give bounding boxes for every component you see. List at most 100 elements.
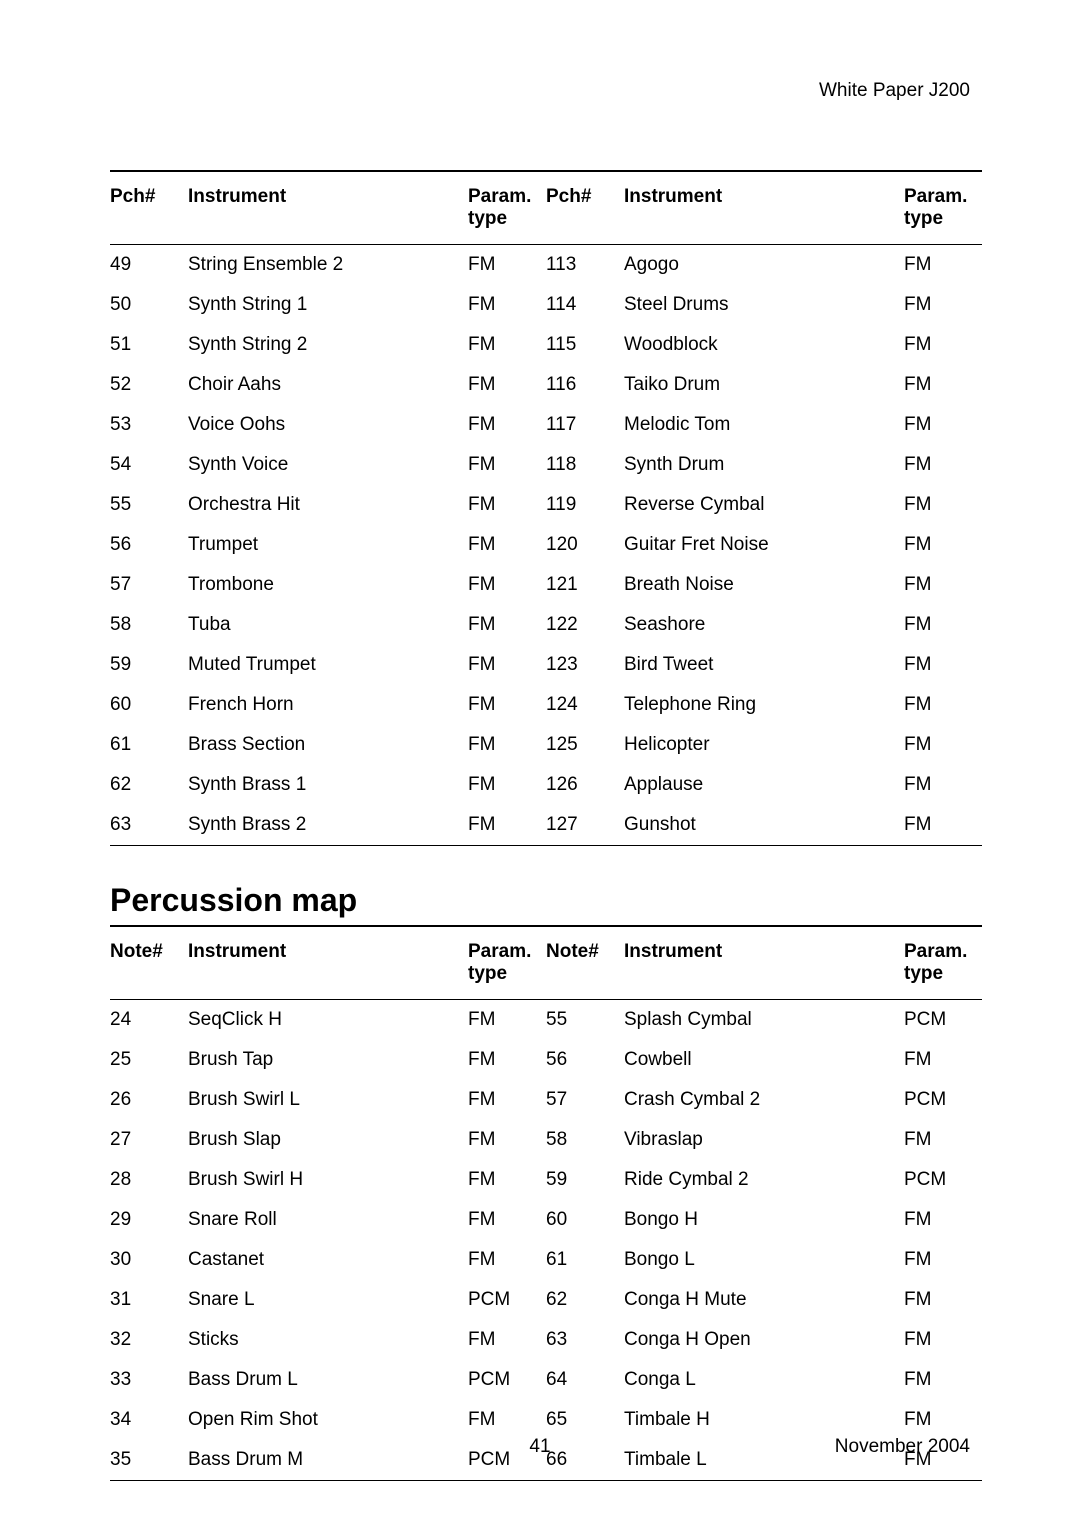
- cell-param: FM: [468, 1080, 546, 1120]
- cell-name: Choir Aahs: [188, 365, 468, 405]
- content: Pch# Instrument Param. type Pch# Instrum…: [110, 170, 970, 1481]
- cell-name: Trombone: [188, 565, 468, 605]
- table-row: 52Choir AahsFM116Taiko DrumFM: [110, 365, 982, 405]
- table-row: 30CastanetFM61Bongo LFM: [110, 1240, 982, 1280]
- cell-param: FM: [904, 1240, 982, 1280]
- cell-name: Synth Brass 2: [188, 805, 468, 846]
- cell-num: 58: [546, 1120, 624, 1160]
- cell-param: PCM: [468, 1280, 546, 1320]
- col-pch: Pch#: [110, 171, 188, 245]
- cell-num: 57: [546, 1080, 624, 1120]
- cell-name: Vibraslap: [624, 1120, 904, 1160]
- cell-param: FM: [468, 525, 546, 565]
- cell-name: Castanet: [188, 1240, 468, 1280]
- cell-name: Helicopter: [624, 725, 904, 765]
- cell-param: FM: [904, 1360, 982, 1400]
- cell-num: 118: [546, 445, 624, 485]
- cell-name: Agogo: [624, 245, 904, 286]
- cell-param: FM: [904, 605, 982, 645]
- cell-param: FM: [468, 765, 546, 805]
- table-row: 51Synth String 2FM115WoodblockFM: [110, 325, 982, 365]
- cell-num: 62: [546, 1280, 624, 1320]
- cell-param: FM: [904, 565, 982, 605]
- cell-name: Synth Voice: [188, 445, 468, 485]
- cell-name: Telephone Ring: [624, 685, 904, 725]
- cell-name: French Horn: [188, 685, 468, 725]
- cell-name: Conga H Open: [624, 1320, 904, 1360]
- section-title-percussion: Percussion map: [110, 882, 970, 919]
- table-row: 27Brush SlapFM58VibraslapFM: [110, 1120, 982, 1160]
- cell-name: Orchestra Hit: [188, 485, 468, 525]
- cell-name: Crash Cymbal 2: [624, 1080, 904, 1120]
- cell-name: Snare Roll: [188, 1200, 468, 1240]
- cell-num: 124: [546, 685, 624, 725]
- cell-num: 30: [110, 1240, 188, 1280]
- cell-num: 24: [110, 1000, 188, 1041]
- cell-num: 113: [546, 245, 624, 286]
- cell-num: 25: [110, 1040, 188, 1080]
- col-note: Note#: [546, 926, 624, 1000]
- cell-name: Bird Tweet: [624, 645, 904, 685]
- cell-name: Brush Swirl L: [188, 1080, 468, 1120]
- header-model: J200: [929, 80, 970, 101]
- cell-name: Ride Cymbal 2: [624, 1160, 904, 1200]
- col-param: Param. type: [904, 926, 982, 1000]
- cell-num: 55: [110, 485, 188, 525]
- table-row: 26Brush Swirl LFM57Crash Cymbal 2PCM: [110, 1080, 982, 1120]
- cell-param: FM: [468, 325, 546, 365]
- table-row: 62Synth Brass 1FM126ApplauseFM: [110, 765, 982, 805]
- cell-param: FM: [904, 285, 982, 325]
- cell-param: FM: [468, 1240, 546, 1280]
- cell-name: Synth String 1: [188, 285, 468, 325]
- cell-name: Trumpet: [188, 525, 468, 565]
- cell-param: PCM: [904, 1080, 982, 1120]
- percussion-table: Note# Instrument Param. type Note# Instr…: [110, 925, 982, 1481]
- cell-param: FM: [904, 645, 982, 685]
- page-header: White Paper J200: [819, 80, 970, 102]
- cell-num: 62: [110, 765, 188, 805]
- cell-param: FM: [904, 725, 982, 765]
- cell-name: Timbale H: [624, 1400, 904, 1440]
- cell-name: Muted Trumpet: [188, 645, 468, 685]
- cell-name: Breath Noise: [624, 565, 904, 605]
- cell-num: 57: [110, 565, 188, 605]
- footer-date: November 2004: [835, 1436, 970, 1458]
- cell-param: FM: [904, 1040, 982, 1080]
- cell-num: 31: [110, 1280, 188, 1320]
- cell-num: 34: [110, 1400, 188, 1440]
- cell-name: Bongo L: [624, 1240, 904, 1280]
- cell-num: 61: [110, 725, 188, 765]
- cell-name: Conga L: [624, 1360, 904, 1400]
- cell-num: 54: [110, 445, 188, 485]
- cell-param: FM: [904, 805, 982, 846]
- cell-num: 56: [110, 525, 188, 565]
- cell-param: FM: [468, 805, 546, 846]
- cell-num: 120: [546, 525, 624, 565]
- cell-param: FM: [904, 365, 982, 405]
- table-row: 57TromboneFM121Breath NoiseFM: [110, 565, 982, 605]
- col-instrument: Instrument: [188, 171, 468, 245]
- cell-param: FM: [904, 325, 982, 365]
- cell-name: Bass Drum L: [188, 1360, 468, 1400]
- cell-param: PCM: [468, 1360, 546, 1400]
- cell-num: 116: [546, 365, 624, 405]
- page: White Paper J200 Pch# Instrument Param. …: [0, 0, 1080, 1528]
- cell-name: Melodic Tom: [624, 405, 904, 445]
- cell-num: 65: [546, 1400, 624, 1440]
- cell-param: FM: [904, 525, 982, 565]
- table-row: 54Synth VoiceFM118Synth DrumFM: [110, 445, 982, 485]
- cell-name: Brass Section: [188, 725, 468, 765]
- cell-num: 32: [110, 1320, 188, 1360]
- cell-param: FM: [904, 1320, 982, 1360]
- table-row: 59Muted TrumpetFM123Bird TweetFM: [110, 645, 982, 685]
- cell-num: 115: [546, 325, 624, 365]
- cell-name: Taiko Drum: [624, 365, 904, 405]
- col-pch: Pch#: [546, 171, 624, 245]
- table-row: 61Brass SectionFM125HelicopterFM: [110, 725, 982, 765]
- cell-name: Steel Drums: [624, 285, 904, 325]
- cell-param: FM: [468, 485, 546, 525]
- table-row: 60French HornFM124Telephone RingFM: [110, 685, 982, 725]
- cell-name: Seashore: [624, 605, 904, 645]
- cell-num: 64: [546, 1360, 624, 1400]
- cell-param: FM: [468, 565, 546, 605]
